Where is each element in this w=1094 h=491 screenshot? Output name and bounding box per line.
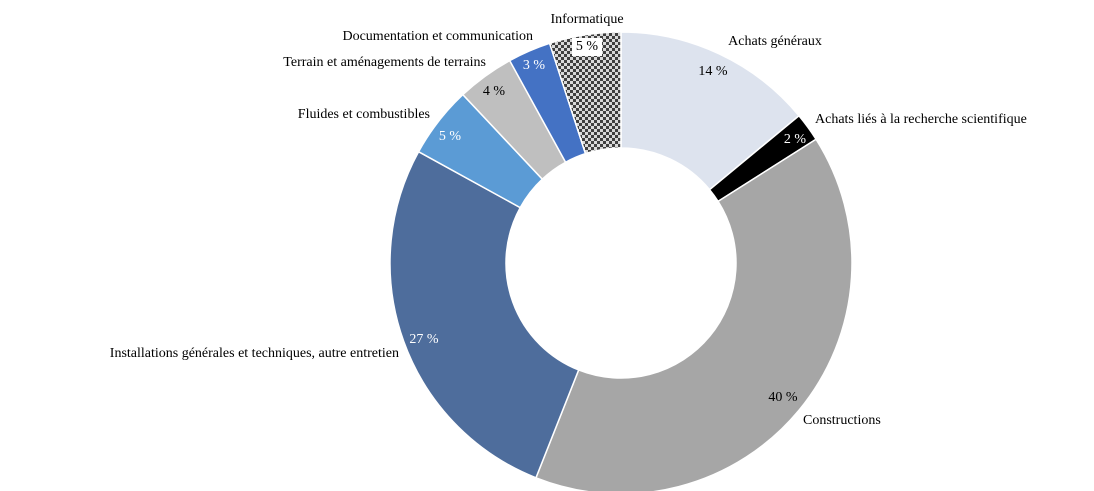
value-label: 2 % (784, 132, 807, 147)
value-label: 14 % (698, 64, 728, 79)
category-label: Informatique (550, 12, 623, 27)
value-label: 4 % (483, 84, 506, 99)
slice (534, 138, 853, 491)
slice (548, 31, 622, 155)
category-label: Achats généraux (728, 34, 822, 49)
label-box (572, 38, 602, 56)
category-label: Achats liés à la recherche scientifique (815, 112, 1027, 127)
category-label: Documentation et communication (342, 29, 533, 44)
value-label: 5 % (439, 129, 462, 144)
slice (620, 31, 801, 191)
category-label: Terrain et aménagements de terrains (283, 55, 486, 70)
category-label: Constructions (803, 413, 881, 428)
slice (389, 150, 580, 479)
value-label: 27 % (409, 332, 439, 347)
value-label: 3 % (523, 58, 546, 73)
value-label: 5 % (576, 39, 599, 54)
category-label: Fluides et combustibles (298, 107, 430, 122)
value-label: 40 % (768, 390, 798, 405)
category-label: Installations générales et techniques, a… (110, 346, 399, 361)
